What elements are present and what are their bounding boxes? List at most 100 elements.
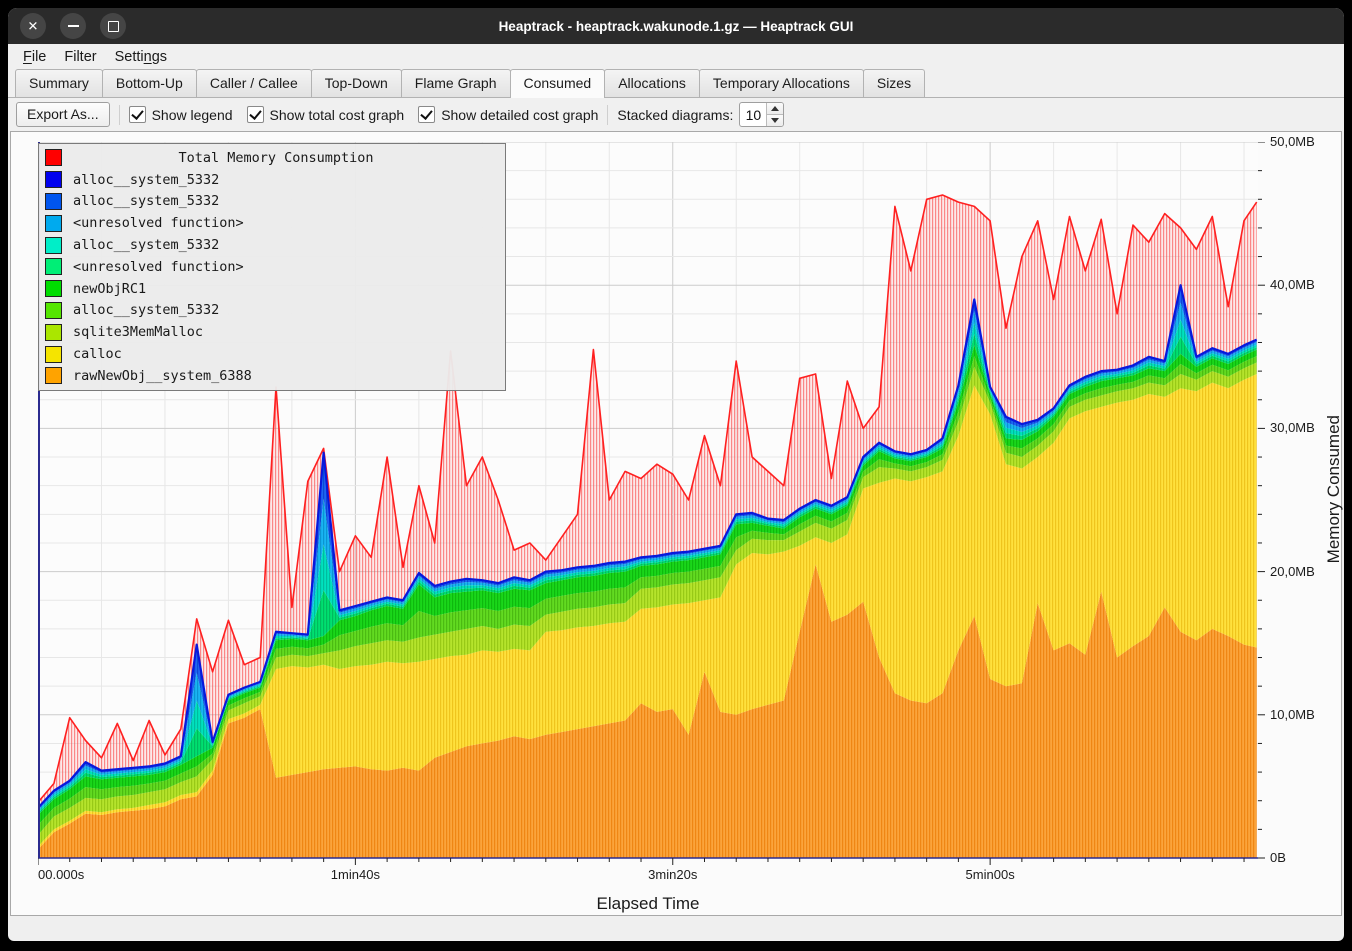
toolbar-separator [607, 104, 609, 125]
x-axis-title: Elapsed Time [596, 894, 700, 913]
window-controls: ✕ [20, 13, 126, 39]
x-tick-label: 00.000s [38, 867, 85, 882]
checkbox-label: Show total cost graph [269, 106, 405, 123]
legend-row: <unresolved function> [39, 212, 505, 234]
toolbar-checkboxes: Show legend Show total cost graph Show det… [128, 106, 598, 123]
legend-label: rawNewObj__system_6388 [73, 367, 252, 384]
checkbox-icon[interactable] [128, 106, 146, 123]
x-tick-label: 5min00s [965, 867, 1015, 882]
band-newobjrc1 [38, 345, 1257, 826]
legend-swatch-icon [45, 236, 62, 254]
legend-row: rawNewObj__system_6388 [39, 365, 505, 387]
legend-label: alloc__system_5332 [73, 302, 220, 319]
maximize-button[interactable] [100, 13, 126, 39]
tab-consumed[interactable]: Consumed [509, 69, 606, 98]
titlebar: ✕ Heaptrack - heaptrack.wakunode.1.gz — … [8, 8, 1344, 44]
stacked-diagrams-stepper[interactable]: 10 [739, 102, 785, 127]
app-window: ✕ Heaptrack - heaptrack.wakunode.1.gz — … [8, 8, 1344, 941]
x-tick-label: 3min20s [648, 867, 698, 882]
legend-row: alloc__system_5332 [39, 300, 505, 322]
maximize-icon [107, 20, 119, 32]
checkbox-show-legend[interactable]: Show legend [128, 106, 233, 123]
band-rawnewobj [38, 564, 1257, 858]
checkbox-label: Show detailed cost graph [441, 106, 599, 123]
toolbar-separator [118, 104, 120, 125]
chart-plot[interactable] [38, 142, 1278, 877]
stacked-diagrams-group: Stacked diagrams: 10 [617, 102, 785, 127]
tab-flame-graph[interactable]: Flame Graph [400, 69, 511, 97]
legend-swatch-icon [45, 367, 62, 385]
legend-label: alloc__system_5332 [73, 193, 220, 210]
legend-label: <unresolved function> [73, 215, 244, 232]
stacked-diagrams-value: 10 [745, 106, 762, 123]
band-alloc-green [38, 356, 1257, 836]
checkbox-show-detailed-cost-graph[interactable]: Show detailed cost graph [418, 106, 598, 123]
chevron-up-icon [771, 106, 780, 111]
tabbar: Summary Bottom-Up Caller / Callee Top-Down F… [8, 69, 1344, 98]
window-title: Heaptrack - heaptrack.wakunode.1.gz — He… [498, 18, 854, 34]
menubar: File Filter Settings [8, 44, 1344, 69]
legend-label: sqlite3MemMalloc [73, 324, 204, 341]
close-button[interactable]: ✕ [20, 13, 46, 39]
legend-row: alloc__system_5332 [39, 169, 505, 191]
legend-row: calloc [39, 343, 505, 365]
legend-row: Total Memory Consumption [39, 147, 505, 169]
tab-caller-callee[interactable]: Caller / Callee [195, 69, 312, 97]
memory-consumption-chart[interactable]: Total Memory Consumption alloc__system_53… [10, 131, 1343, 916]
legend-row: alloc__system_5332 [39, 191, 505, 213]
legend-swatch-icon [45, 214, 62, 232]
legend-swatch-icon [45, 192, 62, 210]
y-tick-label: 0B [1270, 850, 1286, 865]
tab-temporary-allocations[interactable]: Temporary Allocations [698, 69, 864, 97]
y-tick-label: 20,0MB [1270, 563, 1315, 579]
legend-row: <unresolved function> [39, 256, 505, 278]
stepper-down-button[interactable] [767, 114, 784, 126]
legend-swatch-icon [45, 258, 62, 276]
legend-label: <unresolved function> [73, 258, 244, 275]
legend-row: newObjRC1 [39, 278, 505, 300]
legend-row: alloc__system_5332 [39, 234, 505, 256]
minimize-icon [67, 25, 79, 27]
checkbox-icon[interactable] [418, 106, 436, 123]
y-tick-label: 50,0MB [1270, 134, 1315, 149]
legend-swatch-icon [45, 323, 62, 341]
export-as-button[interactable]: Export As... [16, 102, 110, 127]
checkbox-show-total-cost-graph[interactable]: Show total cost graph [246, 106, 405, 123]
legend-row: sqlite3MemMalloc [39, 321, 505, 343]
y-tick-label: 30,0MB [1270, 420, 1315, 436]
menu-item-filter[interactable]: Filter [64, 48, 97, 65]
y-tick-label: 40,0MB [1270, 277, 1315, 293]
chevron-down-icon [771, 118, 780, 123]
checkbox-icon[interactable] [246, 106, 264, 123]
x-tick-label: 1min40s [330, 867, 380, 882]
stacked-diagrams-label: Stacked diagrams: [617, 106, 734, 123]
stepper-up-button[interactable] [767, 103, 784, 114]
band-calloc [38, 374, 1257, 850]
tab-top-down[interactable]: Top-Down [310, 69, 402, 97]
band-total-memory [38, 195, 1257, 808]
legend-label: alloc__system_5332 [73, 237, 220, 254]
menu-item-settings[interactable]: Settings [114, 48, 168, 65]
close-icon: ✕ [27, 18, 39, 33]
legend-label: alloc__system_5332 [73, 171, 220, 188]
minimize-button[interactable] [60, 13, 86, 39]
band-sqlite3memmalloc [38, 362, 1257, 847]
legend-swatch-icon [45, 280, 62, 298]
checkbox-label: Show legend [151, 106, 233, 123]
y-axis-title: Memory Consumed [1324, 415, 1343, 564]
legend-swatch-icon [45, 171, 62, 189]
legend-swatch-icon [45, 149, 62, 167]
y-tick-label: 10,0MB [1270, 706, 1315, 722]
menu-item-file[interactable]: File [23, 48, 47, 65]
tab-bottom-up[interactable]: Bottom-Up [101, 69, 197, 97]
tab-allocations[interactable]: Allocations [604, 69, 700, 97]
legend-label: Total Memory Consumption [178, 149, 374, 166]
legend-label: newObjRC1 [73, 280, 147, 297]
toolbar: Export As... Show legend Show total cost … [8, 98, 1344, 131]
tab-sizes[interactable]: Sizes [862, 69, 926, 97]
legend-label: calloc [73, 346, 122, 363]
legend-swatch-icon [45, 345, 62, 363]
chart-legend: Total Memory Consumption alloc__system_53… [38, 143, 506, 391]
tab-summary[interactable]: Summary [15, 69, 103, 97]
legend-swatch-icon [45, 301, 62, 319]
